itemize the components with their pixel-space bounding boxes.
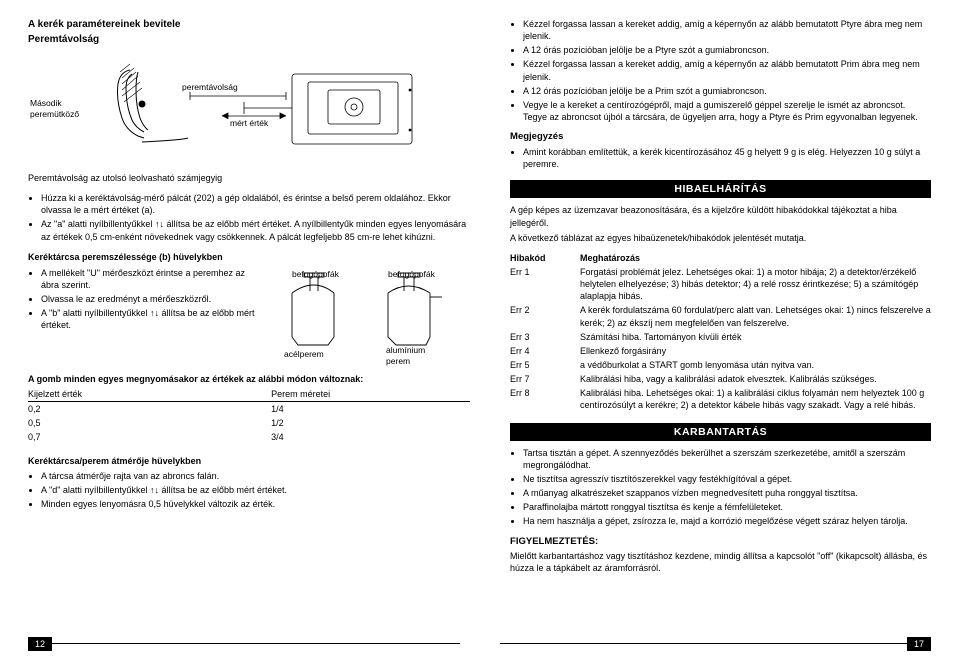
label-mert-ertek: mért érték [230, 118, 268, 129]
d-bullet-2: Minden egyes lenyomásra 0,5 hüvelykkel v… [41, 498, 470, 510]
e5c: Err 5 [510, 358, 580, 372]
e4t: Ellenkező forgásirány [580, 344, 931, 358]
r1c2: 1/2 [271, 416, 470, 430]
label-acel: acélperem [284, 349, 324, 360]
label-alu: alumínium perem [386, 345, 425, 368]
e7c: Err 7 [510, 372, 580, 386]
e2c: Err 2 [510, 303, 580, 329]
label-masodik: Második peremütköző [30, 98, 79, 121]
e2t: A kerék fordulatszáma 60 fordulat/perc a… [580, 303, 931, 329]
kb1: Ne tisztítsa agresszív tisztítószerekkel… [523, 473, 931, 485]
rt-b3: A 12 órás pozícióban jelölje be a Prim s… [523, 85, 931, 97]
warn-text: Mielőtt karbantartáshoz vagy tisztításho… [510, 550, 931, 574]
bullet-1-0: Húzza ki a keréktávolság-mérő pálcát (20… [41, 192, 470, 216]
bullet-1-1: Az "a" alatti nyílbillentyűkkel ↑↓ állít… [41, 218, 470, 242]
th-c1: Kijelzett érték [28, 387, 271, 402]
karb-bullets: Tartsa tisztán a gépet. A szennyeződés b… [510, 447, 931, 528]
footer-rule-left [28, 643, 460, 644]
e3c: Err 3 [510, 330, 580, 344]
kb4: Ha nem használja a gépet, zsírozza le, m… [523, 515, 931, 527]
e7t: Kalibrálási hiba, vagy a kalibrálási ada… [580, 372, 931, 386]
e3t: Számítási hiba. Tartományon kívüli érték [580, 330, 931, 344]
label-peremtavolsag: peremtávolság [182, 82, 238, 93]
footer-rule-right [500, 643, 932, 644]
r2c1: 0,7 [28, 430, 271, 444]
r0c1: 0,2 [28, 402, 271, 417]
section-b-block: A mellékelt "U" mérőeszközt érintse a pe… [28, 267, 470, 367]
left-title: A kerék paramétereinek bevitele [28, 18, 470, 32]
note-b0: Amint korábban említettük, a kerék kicen… [523, 146, 931, 170]
e5t: a védőburkolat a START gomb lenyomása ut… [580, 358, 931, 372]
hiba-intro1: A gép képes az üzemzavar beazonosítására… [510, 204, 931, 228]
d-bullet-1: A "d" alatti nyílbillentyűkkel ↑↓ állíts… [41, 484, 470, 496]
hiba-intro2: A következő táblázat az egyes hibaüzenet… [510, 232, 931, 244]
e8t: Kalibrálási hiba. Lehetséges okai: 1) a … [580, 386, 931, 412]
e1c: Err 1 [510, 265, 580, 303]
left-subtitle: Peremtávolság [28, 33, 470, 47]
left-page: A kerék paramétereinek bevitele Peremtáv… [28, 18, 470, 658]
r1c1: 0,5 [28, 416, 271, 430]
rt-b1: A 12 órás pozícióban jelölje be a Ptyre … [523, 44, 931, 56]
table-title: A gomb minden egyes megnyomásakor az ért… [28, 373, 470, 385]
section-d-title: Keréktárcsa/perem átmérője hüvelykben [28, 455, 470, 467]
hiba-header: HIBAELHÁRÍTÁS [510, 180, 931, 198]
right-top-bullets: Kézzel forgassa lassan a kereket addig, … [510, 18, 931, 123]
e4c: Err 4 [510, 344, 580, 358]
section-b-title: Keréktárcsa peremszélessége (b) hüvelykb… [28, 251, 470, 263]
bullets-1: Húzza ki a keréktávolság-mérő pálcát (20… [28, 192, 470, 243]
rt-b2: Kézzel forgassa lassan a kereket addig, … [523, 58, 931, 82]
u-gauge-svg [270, 271, 470, 361]
r2c2: 3/4 [271, 430, 470, 444]
label-befogo-r: befogópofák [388, 269, 435, 280]
kb2: A műanyag alkatrészeket szappanos vízben… [523, 487, 931, 499]
b-bullet-2: A "b" alatti nyílbillentyűkkel ↑↓ állíts… [41, 307, 256, 331]
diagram-u-gauge: befogópofák befogópofák acélperem alumín… [270, 271, 470, 361]
diagram-rim-distance: Második peremütköző peremtávolság mért é… [72, 52, 470, 162]
line-after-diagram: Peremtávolság az utolsó leolvasható szám… [28, 172, 470, 184]
right-page: Kézzel forgassa lassan a kereket addig, … [510, 18, 931, 658]
e1t: Forgatási problémát jelez. Lehetséges ok… [580, 265, 931, 303]
warn-head: FIGYELMEZTETÉS: [510, 536, 931, 549]
rt-b0: Kézzel forgassa lassan a kereket addig, … [523, 18, 931, 42]
rt-b4: Vegye le a kereket a centírozógépről, ma… [523, 99, 931, 123]
r0c2: 1/4 [271, 402, 470, 417]
karb-header: KARBANTARTÁS [510, 423, 931, 441]
kb3: Paraffinolajba mártott ronggyal tisztíts… [523, 501, 931, 513]
rim-distance-svg [72, 52, 432, 162]
th-c2: Perem méretei [271, 387, 470, 402]
d-bullet-0: A tárcsa átmérője rajta van az abroncs f… [41, 470, 470, 482]
note-head: Megjegyzés [510, 131, 931, 144]
label-befogo-l: befogópofák [292, 269, 339, 280]
page-num-right: 17 [907, 637, 931, 651]
page-num-left: 12 [28, 637, 52, 651]
error-table: Hibakód Meghatározás Err 1Forgatási prob… [510, 251, 931, 413]
err-head-c2: Meghatározás [580, 251, 931, 265]
value-table: Kijelzett érték Perem méretei 0,21/4 0,5… [28, 387, 470, 445]
err-head-c1: Hibakód [510, 251, 580, 265]
kb0: Tartsa tisztán a gépet. A szennyeződés b… [523, 447, 931, 471]
b-bullet-0: A mellékelt "U" mérőeszközt érintse a pe… [41, 267, 256, 291]
b-bullet-1: Olvassa le az eredményt a mérőeszközről. [41, 293, 256, 305]
section-b-bullets: A mellékelt "U" mérőeszközt érintse a pe… [28, 267, 256, 332]
e8c: Err 8 [510, 386, 580, 412]
section-d-bullets: A tárcsa átmérője rajta van az abroncs f… [28, 470, 470, 510]
note-bullets: Amint korábban említettük, a kerék kicen… [510, 146, 931, 170]
